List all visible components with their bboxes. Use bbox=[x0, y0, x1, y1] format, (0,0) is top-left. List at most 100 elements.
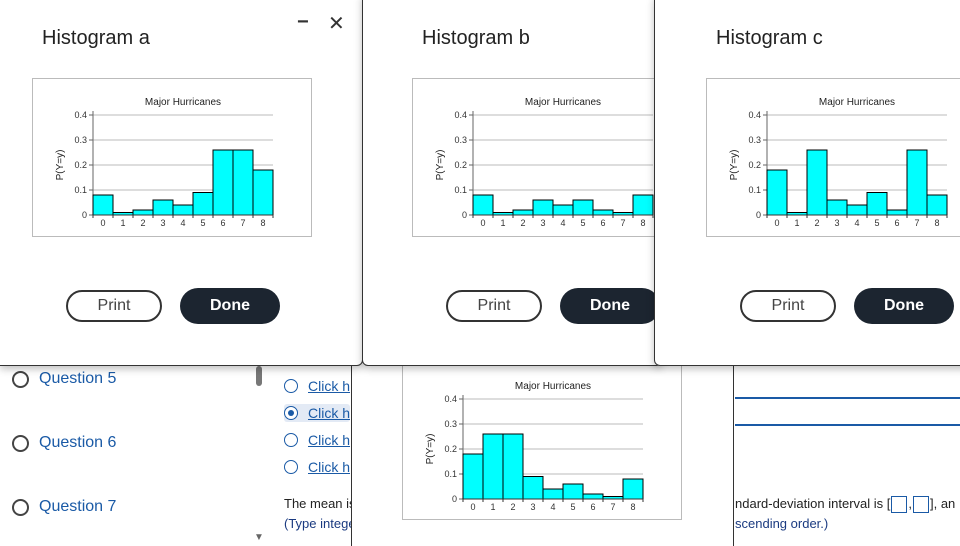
question-7-label[interactable]: Question 7 bbox=[39, 498, 117, 515]
question-7-radio[interactable] bbox=[12, 498, 29, 516]
y-tick-label: 0.3 bbox=[454, 135, 467, 145]
x-tick-label: 1 bbox=[120, 218, 125, 228]
option-d-link[interactable]: Click h bbox=[308, 459, 351, 475]
histogram-bar bbox=[172, 204, 194, 216]
histogram-bar bbox=[572, 199, 594, 216]
chart-title: Major Hurricanes bbox=[515, 381, 591, 392]
x-tick-label: 0 bbox=[100, 218, 105, 228]
y-tick-label: 0.3 bbox=[444, 419, 457, 429]
x-tick-label: 0 bbox=[480, 218, 485, 228]
question-5-label[interactable]: Question 5 bbox=[39, 370, 117, 387]
answer-option-a[interactable]: Click h bbox=[284, 378, 350, 394]
x-tick-label: 7 bbox=[610, 502, 615, 512]
histogram-c-chart: Major Hurricanes P(Y=y) 0 0.1 0.2 0.3 0.4 0 1 2 3 4… bbox=[706, 78, 960, 237]
histogram-bar bbox=[592, 209, 614, 216]
sidebar-item-question-6[interactable]: Question 6 bbox=[12, 434, 116, 452]
histogram-bar bbox=[562, 483, 584, 500]
x-tick-label: 2 bbox=[510, 502, 515, 512]
histogram-a-svg: Major Hurricanes P(Y=y) 0 0.1 0.2 0.3 0.4 0 1 2 3 4… bbox=[55, 97, 274, 228]
interval-lower-input[interactable] bbox=[891, 496, 908, 514]
histogram-bar bbox=[522, 476, 544, 500]
sidebar-item-question-5[interactable]: Question 5 bbox=[12, 370, 116, 388]
print-button[interactable]: Print bbox=[446, 290, 542, 322]
minimize-icon[interactable]: − bbox=[297, 11, 309, 33]
sidebar-item-question-7[interactable]: Question 7 bbox=[12, 498, 116, 516]
question-6-label[interactable]: Question 6 bbox=[39, 434, 117, 451]
histogram-bar bbox=[472, 194, 494, 216]
y-tick-label: 0.2 bbox=[74, 160, 87, 170]
print-button[interactable]: Print bbox=[740, 290, 836, 322]
interval-close: ], an bbox=[929, 496, 956, 511]
histogram-bar bbox=[192, 192, 214, 216]
x-tick-label: 6 bbox=[220, 218, 225, 228]
y-tick-label: 0 bbox=[82, 210, 87, 220]
y-axis-label: P(Y=y) bbox=[435, 150, 446, 181]
y-tick-label: 0.1 bbox=[454, 185, 467, 195]
dialog-title: Histogram a bbox=[42, 27, 150, 49]
option-d-radio[interactable] bbox=[284, 460, 298, 474]
option-b-link[interactable]: Click h bbox=[308, 405, 351, 421]
histogram-d-svg: Major Hurricanes P(Y=y) 0 0.1 0.2 0.3 0.4 0 1 2 3 4… bbox=[425, 381, 644, 512]
x-tick-label: 4 bbox=[854, 218, 859, 228]
histogram-bar bbox=[552, 204, 574, 216]
histogram-bar bbox=[886, 209, 908, 216]
question-6-radio[interactable] bbox=[12, 434, 29, 452]
y-tick-label: 0.2 bbox=[444, 444, 457, 454]
option-b-radio[interactable] bbox=[284, 406, 298, 420]
interval-hint-text: scending order.) bbox=[735, 516, 829, 531]
chart-title: Major Hurricanes bbox=[145, 97, 221, 108]
histogram-d-panel: Major Hurricanes P(Y=y) 0 0.1 0.2 0.3 0.4 0 1 2 3 4… bbox=[351, 362, 734, 546]
x-tick-label: 8 bbox=[630, 502, 635, 512]
option-c-link[interactable]: Click h bbox=[308, 432, 351, 448]
chart-title: Major Hurricanes bbox=[525, 97, 601, 108]
question-5-radio[interactable] bbox=[12, 370, 29, 388]
option-a-link[interactable]: Click h bbox=[308, 378, 351, 394]
histogram-bar bbox=[132, 209, 154, 216]
x-tick-label: 7 bbox=[914, 218, 919, 228]
done-button[interactable]: Done bbox=[560, 288, 660, 324]
y-tick-label: 0.3 bbox=[74, 135, 87, 145]
histogram-bar bbox=[766, 169, 788, 216]
histogram-bar bbox=[826, 199, 848, 216]
scroll-down-arrow-icon[interactable]: ▼ bbox=[254, 532, 264, 543]
scrollbar-thumb[interactable] bbox=[256, 366, 262, 386]
option-c-radio[interactable] bbox=[284, 433, 298, 447]
x-tick-label: 5 bbox=[570, 502, 575, 512]
x-tick-label: 8 bbox=[640, 218, 645, 228]
divider-line bbox=[735, 424, 960, 426]
interval-separator: , bbox=[908, 496, 912, 511]
histogram-bar bbox=[152, 199, 174, 216]
option-a-radio[interactable] bbox=[284, 379, 298, 393]
y-tick-label: 0.4 bbox=[454, 110, 467, 120]
histogram-a-dialog: Histogram a − ✕ Major Hurricanes P(Y=y) 0 0… bbox=[0, 0, 363, 366]
x-tick-label: 4 bbox=[550, 502, 555, 512]
y-tick-label: 0.1 bbox=[74, 185, 87, 195]
y-tick-label: 0.4 bbox=[748, 110, 761, 120]
close-icon[interactable]: ✕ bbox=[328, 13, 345, 35]
x-tick-label: 7 bbox=[620, 218, 625, 228]
interval-text: ndard-deviation interval is [ bbox=[735, 496, 891, 511]
print-button[interactable]: Print bbox=[66, 290, 162, 322]
answer-option-c[interactable]: Click h bbox=[284, 432, 350, 448]
sidebar-scrollbar[interactable]: ▼ bbox=[254, 366, 264, 546]
answer-option-b[interactable]: Click h bbox=[284, 404, 351, 422]
y-tick-label: 0 bbox=[756, 210, 761, 220]
histogram-bar bbox=[92, 194, 114, 216]
y-tick-label: 0 bbox=[452, 494, 457, 504]
x-tick-label: 1 bbox=[490, 502, 495, 512]
histogram-bar bbox=[622, 478, 644, 500]
y-tick-label: 0.1 bbox=[444, 469, 457, 479]
x-tick-label: 6 bbox=[894, 218, 899, 228]
done-button[interactable]: Done bbox=[180, 288, 280, 324]
x-tick-label: 6 bbox=[590, 502, 595, 512]
dialog-title: Histogram c bbox=[716, 27, 823, 49]
histogram-bar bbox=[866, 192, 888, 216]
done-button[interactable]: Done bbox=[854, 288, 954, 324]
answer-option-d[interactable]: Click h bbox=[284, 459, 350, 475]
histogram-bar bbox=[232, 149, 254, 216]
x-tick-label: 4 bbox=[180, 218, 185, 228]
chart-title: Major Hurricanes bbox=[819, 97, 895, 108]
interval-upper-input[interactable] bbox=[912, 496, 929, 514]
histogram-bar bbox=[252, 169, 274, 216]
histogram-bar bbox=[542, 488, 564, 500]
